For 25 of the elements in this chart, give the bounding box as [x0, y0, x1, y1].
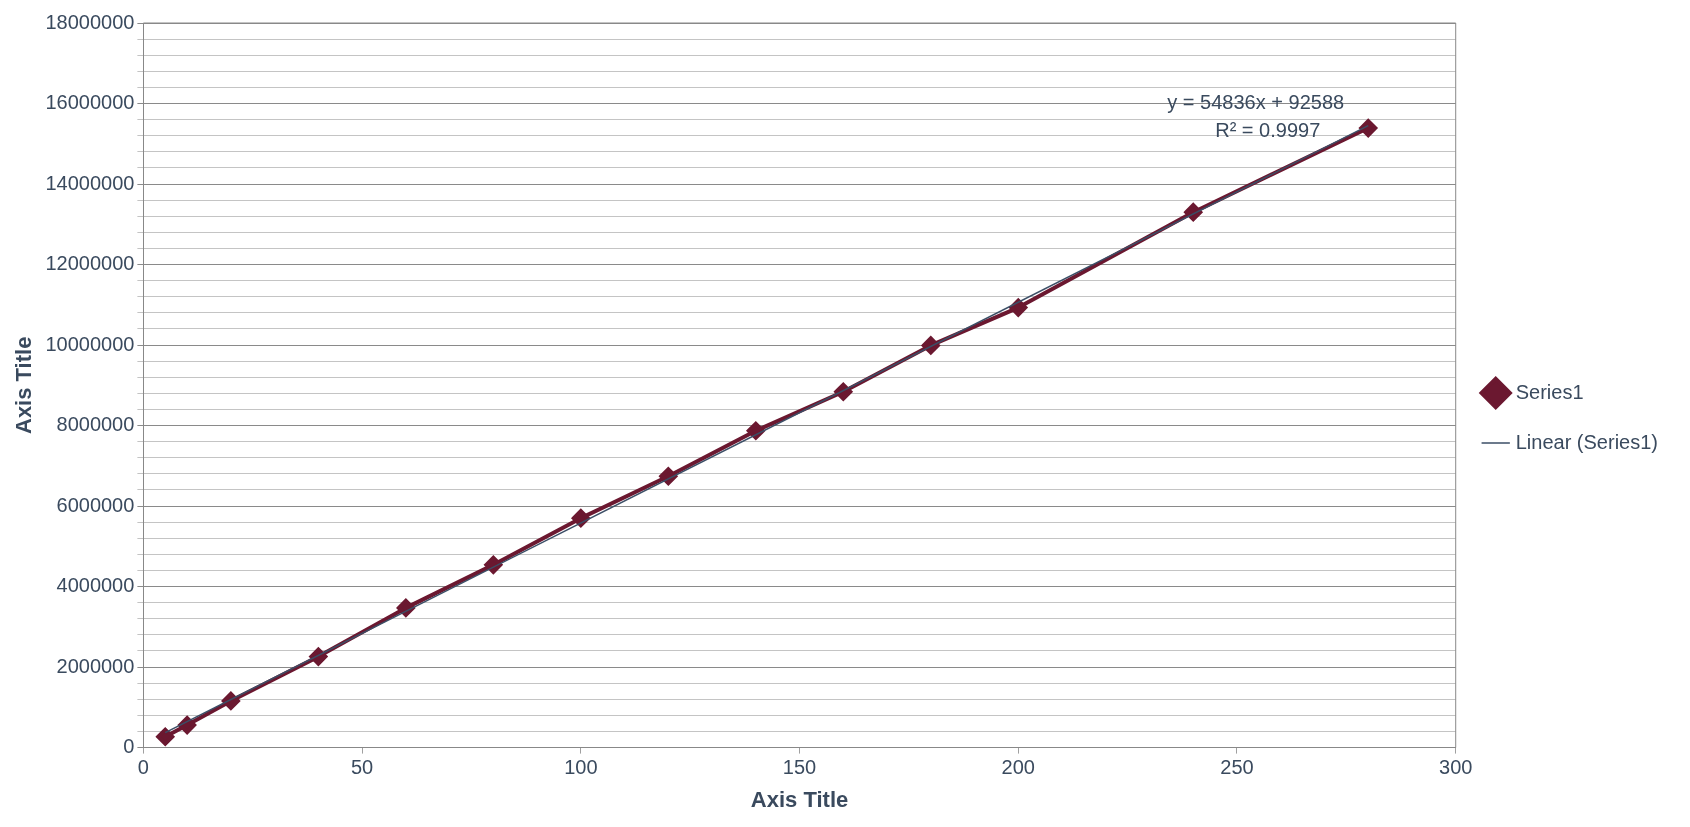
y-tick-label: 14000000 [45, 171, 135, 194]
legend-label: Linear (Series1) [1515, 430, 1659, 453]
x-tick-label: 250 [1220, 756, 1254, 779]
y-tick-label: 10000000 [45, 332, 135, 355]
x-tick-label: 50 [350, 756, 374, 779]
x-tick-label: 300 [1439, 756, 1473, 779]
y-tick-label: 4000000 [56, 574, 135, 597]
y-tick-label: 16000000 [45, 91, 135, 114]
y-tick-label: 6000000 [56, 493, 135, 516]
point [571, 509, 590, 528]
y-tick-label: 8000000 [56, 413, 135, 436]
point [1009, 298, 1028, 317]
x-tick-label: 0 [137, 756, 149, 779]
x-tick-label: 100 [564, 756, 598, 779]
legend-label: Series1 [1515, 380, 1584, 403]
y-tick-label: 12000000 [45, 252, 135, 275]
y-tick-label: 2000000 [56, 654, 135, 677]
y-axis-title: Axis Title [11, 336, 37, 435]
annotation: R² = 0.9997 [1215, 118, 1321, 141]
y-tick-label: 18000000 [45, 10, 135, 33]
x-tick-label: 150 [782, 756, 817, 779]
x-axis-title: Axis Title [750, 786, 849, 812]
point [156, 727, 175, 746]
x-tick-label: 200 [1001, 756, 1035, 779]
y-tick-label: 0 [123, 735, 135, 758]
